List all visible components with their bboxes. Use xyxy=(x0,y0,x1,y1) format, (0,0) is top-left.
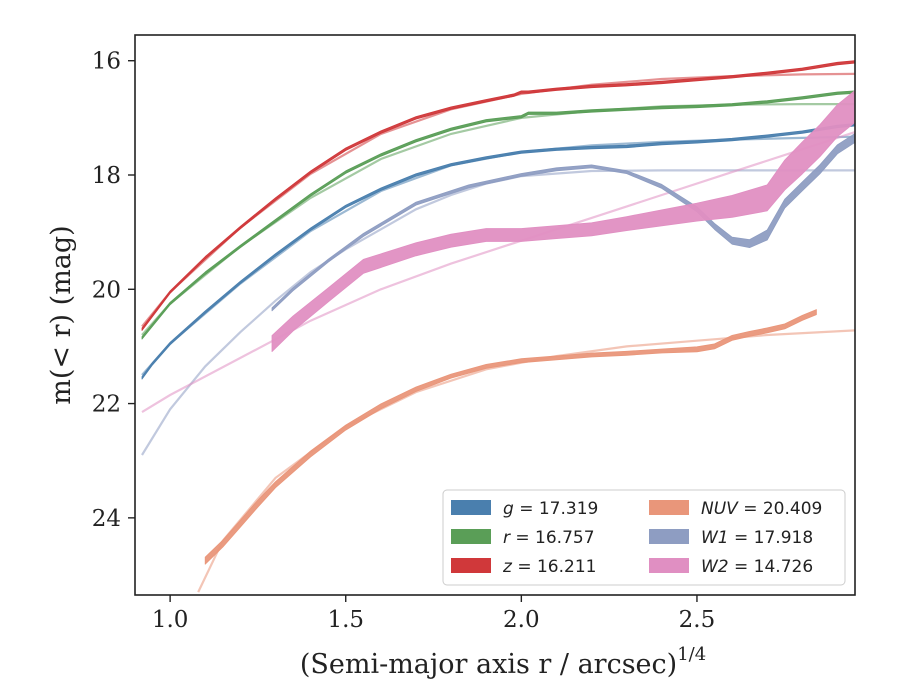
legend-swatch-w2 xyxy=(649,558,689,573)
data-band-g xyxy=(141,123,855,380)
model-curve-nuv xyxy=(197,329,855,593)
x-tick-label: 2.0 xyxy=(503,607,540,633)
legend-label-w1: W1 = 17.918 xyxy=(701,528,813,548)
legend-label-r: r = 16.757 xyxy=(503,528,595,548)
legend-swatch-w1 xyxy=(649,529,689,544)
model-curve-w2 xyxy=(141,131,855,414)
legend-label-w2: W2 = 14.726 xyxy=(701,557,813,577)
data-curves xyxy=(141,60,855,565)
y-tick-label: 24 xyxy=(92,506,121,532)
x-tick-label: 2.5 xyxy=(679,607,716,633)
legend-swatch-r xyxy=(451,529,491,544)
legend-swatch-nuv xyxy=(649,500,689,515)
axis-ticks: 1.0 1.5 2.0 2.5 16 18 20 22 24 xyxy=(92,49,716,633)
legend-label-g: g = 17.319 xyxy=(503,499,598,519)
legend-box xyxy=(442,489,846,586)
data-band-z xyxy=(141,60,855,331)
data-band-w1 xyxy=(271,132,855,312)
x-axis-label: (Semi-major axis r / arcsec)1/4 xyxy=(300,644,706,680)
x-tick-label: 1.0 xyxy=(152,607,189,633)
y-tick-label: 18 xyxy=(92,163,121,189)
y-tick-label: 20 xyxy=(92,277,121,303)
y-axis-label: m(< r) (mag) xyxy=(46,225,77,404)
data-band-r xyxy=(141,90,855,340)
y-tick-label: 16 xyxy=(92,49,121,75)
x-tick-label: 1.5 xyxy=(327,607,364,633)
x-axis-label-exponent: 1/4 xyxy=(677,644,706,665)
model-curve-w1 xyxy=(141,169,855,456)
x-axis-label-main: (Semi-major axis r / arcsec) xyxy=(300,649,677,680)
model-curve-g xyxy=(141,135,855,376)
legend-label-z: z = 16.211 xyxy=(502,557,596,577)
plot-frame xyxy=(134,34,856,596)
legend-label-nuv: NUV = 20.409 xyxy=(701,499,822,519)
y-tick-label: 22 xyxy=(92,392,121,418)
legend: g = 17.319 r = 16.757 z = 16.211 NUV = 20.4… xyxy=(442,489,846,586)
data-band-nuv xyxy=(204,309,817,565)
legend-swatch-g xyxy=(451,500,491,515)
data-band-w2 xyxy=(271,90,855,353)
legend-swatch-z xyxy=(451,558,491,573)
